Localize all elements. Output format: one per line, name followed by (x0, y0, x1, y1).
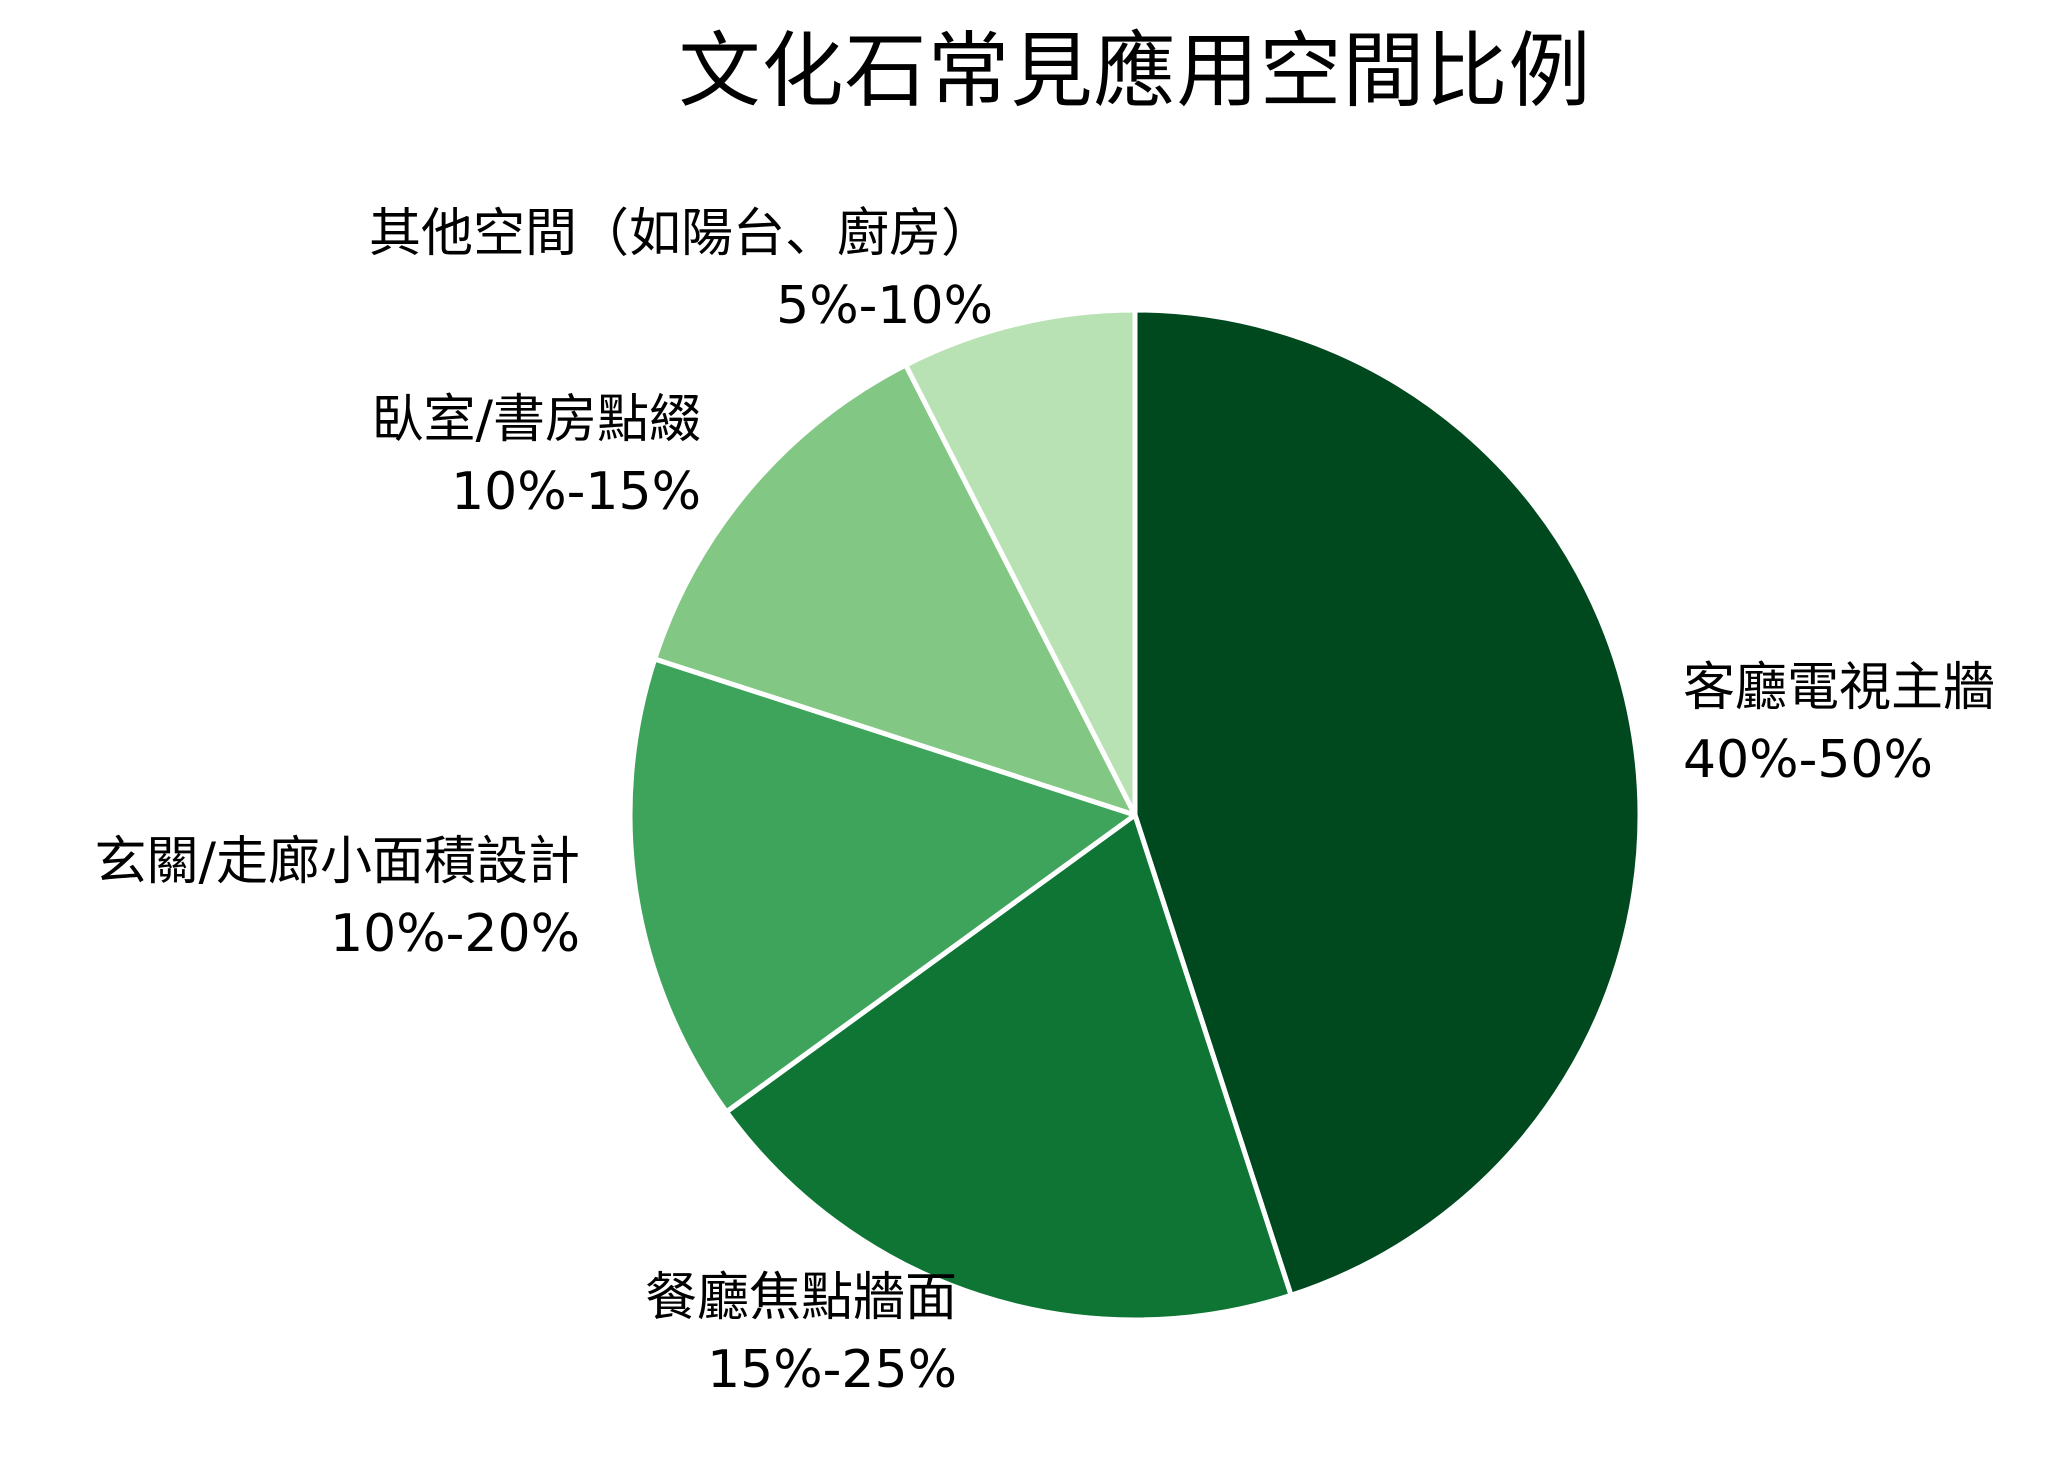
label-range: 10%-15% (451, 462, 701, 522)
label-range: 40%-50% (1683, 730, 1933, 790)
label-dining-room: 餐廳焦點牆面 15%-25% (645, 1262, 957, 1406)
label-name: 餐廳焦點牆面 (644, 1268, 957, 1328)
pie-slice (652, 362, 1138, 818)
pie-slices (627, 307, 1643, 1323)
label-living-room: 客廳電視主牆 40%-50% (1683, 652, 1995, 796)
chart-title: 文化石常見應用空間比例 (678, 24, 1592, 119)
label-other-spaces: 其他空間（如陽台、廚房） 5%-10% (369, 198, 993, 342)
label-entrance-corridor: 玄關/走廊小面積設計 10%-20% (94, 826, 580, 970)
label-name: 客廳電視主牆 (1683, 658, 1996, 718)
label-name: 玄關/走廊小面積設計 (94, 832, 580, 892)
label-range: 5%-10% (776, 276, 993, 336)
pie-slice (903, 307, 1138, 818)
pie-slice (723, 812, 1294, 1323)
label-name: 其他空間（如陽台、廚房） (368, 204, 993, 264)
pie-slice (1132, 307, 1643, 1298)
pie-slice (627, 656, 1138, 1115)
label-range: 10%-20% (330, 904, 580, 964)
label-range: 15%-25% (707, 1340, 957, 1400)
label-name: 臥室/書房點綴 (371, 390, 701, 450)
label-bedroom-study: 臥室/書房點綴 10%-15% (371, 384, 701, 528)
